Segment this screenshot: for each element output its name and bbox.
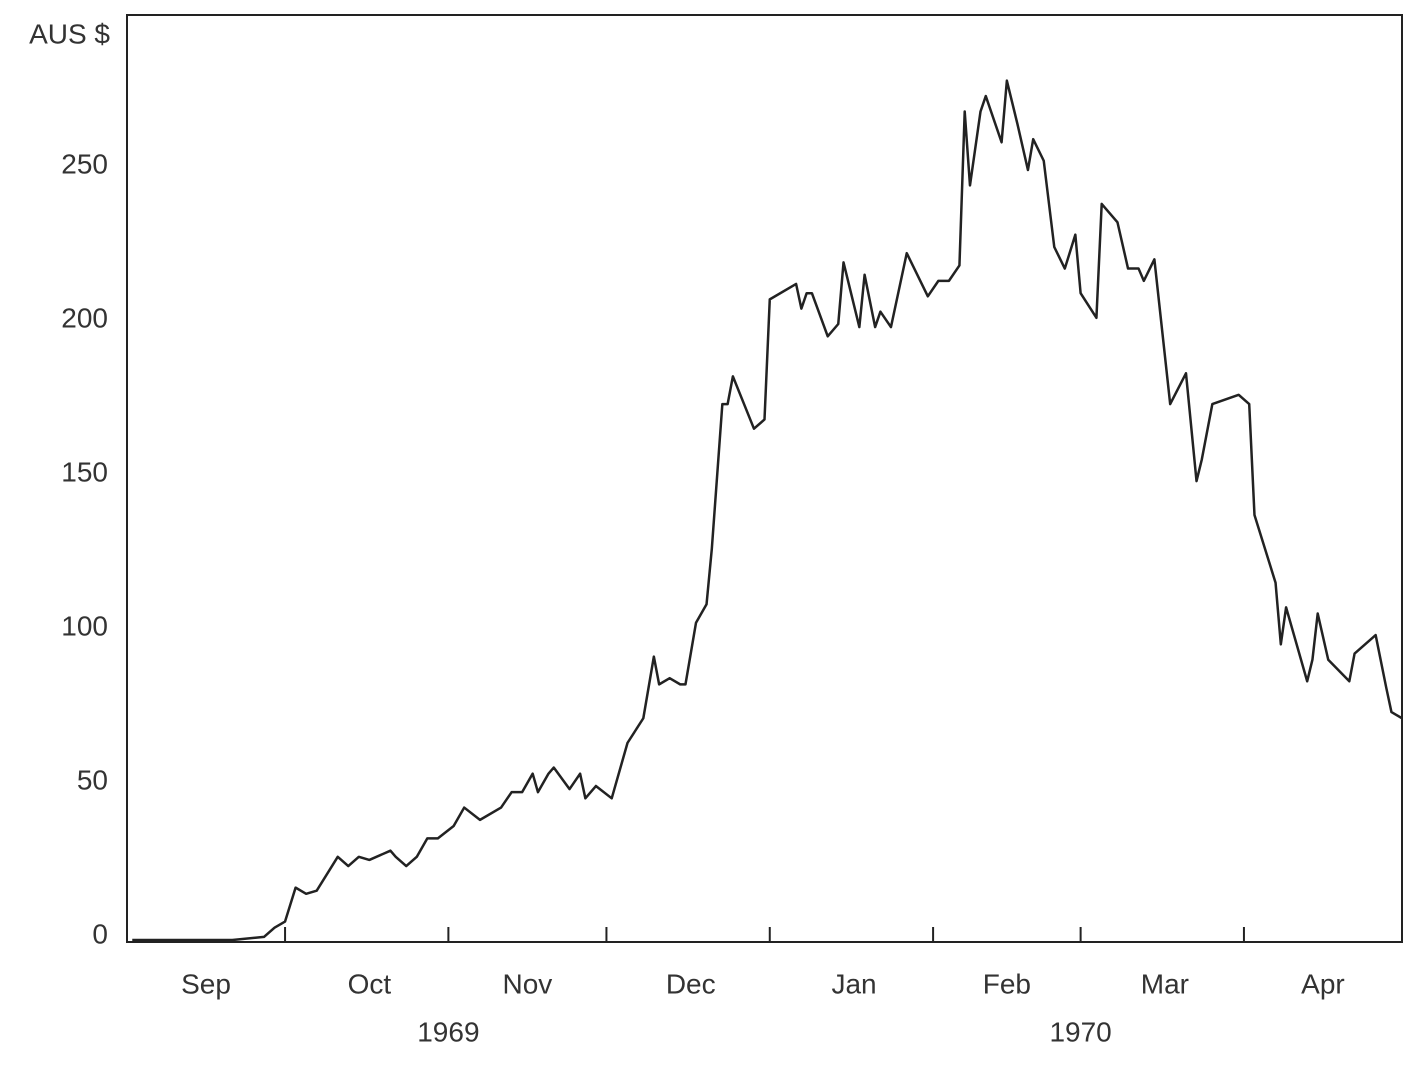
month-label: Mar	[1141, 968, 1189, 999]
month-label: Apr	[1301, 968, 1345, 999]
year-label: 1970	[1049, 1016, 1111, 1047]
y-tick-label: 50	[77, 764, 108, 795]
plot-frame	[126, 14, 1403, 943]
year-label: 1969	[417, 1016, 479, 1047]
y-tick-label: 100	[61, 610, 108, 641]
month-label: Oct	[348, 968, 392, 999]
month-label: Dec	[666, 968, 716, 999]
month-label: Jan	[831, 968, 876, 999]
month-label: Feb	[983, 968, 1031, 999]
y-tick-label: 0	[92, 918, 108, 949]
month-label: Sep	[181, 968, 231, 999]
y-tick-label: 200	[61, 302, 108, 333]
y-axis-label: AUS $	[29, 18, 110, 49]
y-tick-label: 150	[61, 456, 108, 487]
month-label: Nov	[503, 968, 553, 999]
price-line	[132, 79, 1403, 942]
y-tick-label: 250	[61, 148, 108, 179]
